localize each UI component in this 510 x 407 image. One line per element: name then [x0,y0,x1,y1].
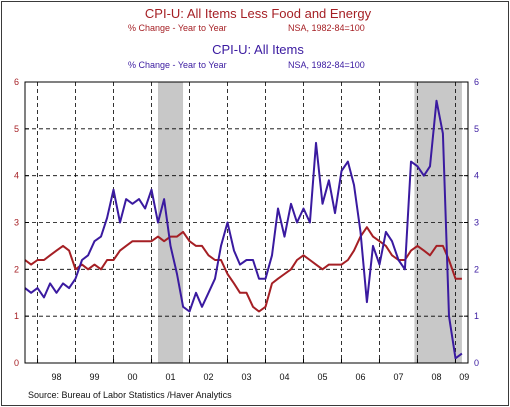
source-note: Source: Bureau of Labor Statistics /Have… [28,390,232,400]
subtitle-core-cpi-left: % Change - Year to Year [128,23,227,33]
x-tick-label-99: 99 [90,372,100,382]
x-tick-label-01: 01 [166,372,176,382]
series-line-1 [24,99,463,360]
y-tick-label-left-2: 2 [14,264,19,274]
x-tick-label-98: 98 [52,372,62,382]
y-tick-label-left-5: 5 [14,124,19,134]
y-tick-label-left-4: 4 [14,171,19,181]
title-core-cpi: CPI-U: All Items Less Food and Energy [145,6,372,21]
y-tick-label-right-6: 6 [474,77,479,87]
subtitle-all-items-right: NSA, 1982-84=100 [288,60,365,70]
y-tick-label-right-3: 3 [474,218,479,228]
y-tick-label-left-0: 0 [14,358,19,368]
y-tick-label-left-6: 6 [14,77,19,87]
y-tick-label-right-4: 4 [474,171,479,181]
y-tick-label-right-0: 0 [474,358,479,368]
x-tick-label-03: 03 [241,372,251,382]
y-tick-label-right-5: 5 [474,124,479,134]
y-tick-label-right-2: 2 [474,264,479,274]
y-tick-label-left-3: 3 [14,218,19,228]
x-tick-label-09: 09 [459,372,469,382]
x-tick-label-08: 08 [431,372,441,382]
x-tick-label-07: 07 [393,372,403,382]
series-line-0 [24,226,462,313]
x-tick-label-05: 05 [317,372,327,382]
x-tick-label-06: 06 [355,372,365,382]
y-tick-label-right-1: 1 [474,311,479,321]
subtitle-core-cpi-right: NSA, 1982-84=100 [288,23,365,33]
subtitle-all-items-left: % Change - Year to Year [128,60,227,70]
x-tick-label-02: 02 [203,372,213,382]
x-tick-label-00: 00 [128,372,138,382]
title-all-items-cpi: CPI-U: All Items [212,42,304,57]
y-tick-label-left-1: 1 [14,311,19,321]
recession-band-0 [157,82,184,363]
x-tick-label-04: 04 [279,372,289,382]
